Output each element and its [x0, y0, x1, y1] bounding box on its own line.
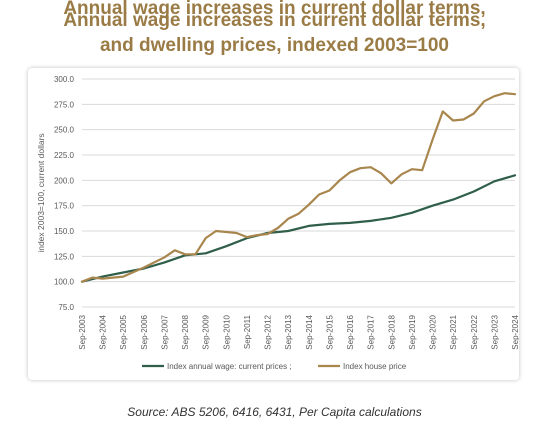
x-tick-label: Sep-2007 — [160, 314, 169, 349]
x-tick-label: Sep-2018 — [387, 314, 396, 349]
x-tick-label: Sep-2014 — [305, 314, 314, 349]
x-tick-label: Sep-2006 — [140, 314, 149, 349]
y-axis-title: index 2003=100, current dollars — [36, 133, 46, 252]
x-tick-label: Sep-2016 — [346, 314, 355, 349]
y-tick-label: 225.0 — [54, 151, 75, 160]
x-tick-label: Sep-2005 — [119, 314, 128, 349]
chart-title-line-1: Annual wage increases in current dollar … — [63, 0, 486, 18]
x-tick-label: Sep-2020 — [429, 314, 438, 349]
legend-label: Index annual wage: current prices ; — [167, 362, 292, 371]
x-tick-label: Sep-2012 — [264, 314, 273, 349]
y-tick-label: 275.0 — [54, 100, 75, 109]
chart-title-line-3: and dwelling prices, indexed 2003=100 — [99, 35, 449, 56]
y-tick-label: 175.0 — [54, 202, 75, 211]
series-line — [80, 92, 517, 283]
x-tick-label: Sep-2013 — [284, 314, 293, 349]
chart-panel: 75.0 100.0 125.0 150.0 175.0 200.0 225.0 250.0 2… — [28, 68, 519, 380]
x-tick-label: Sep-2024 — [511, 314, 519, 349]
y-tick-label: 100.0 — [54, 278, 75, 287]
x-tick-label: Sep-2015 — [325, 314, 334, 349]
x-tick-label: Sep-2008 — [181, 314, 190, 349]
y-tick-label: 75.0 — [58, 303, 74, 312]
series-line — [80, 174, 517, 283]
x-tick-label: Sep-2009 — [202, 314, 211, 349]
legend-label: Index house price — [343, 362, 407, 371]
x-tick-label: Sep-2003 — [78, 314, 87, 349]
y-tick-label: 125.0 — [54, 252, 75, 261]
y-tick-label: 250.0 — [54, 126, 75, 135]
source-note: Source: ABS 5206, 6416, 6431, Per Capita… — [127, 405, 422, 419]
x-tick-label: Sep-2023 — [490, 314, 499, 349]
x-tick-label: Sep-2011 — [243, 314, 252, 349]
y-tick-label: 200.0 — [54, 176, 75, 185]
x-tick-label: Sep-2019 — [408, 314, 417, 349]
y-tick-label: 300.0 — [54, 75, 75, 84]
x-tick-label: Sep-2017 — [367, 314, 376, 349]
x-tick-label: Sep-2022 — [470, 314, 479, 349]
chart-title-line-2: Annual wage increases in current dollar … — [63, 10, 486, 31]
y-tick-label: 150.0 — [54, 227, 75, 236]
x-tick-label: Sep-2010 — [222, 314, 231, 349]
x-tick-label: Sep-2004 — [99, 314, 108, 349]
x-tick-label: Sep-2021 — [449, 314, 458, 349]
line-chart: 75.0 100.0 125.0 150.0 175.0 200.0 225.0 250.0 2… — [36, 75, 519, 371]
